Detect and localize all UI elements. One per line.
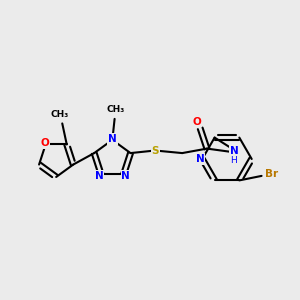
- Text: N: N: [196, 154, 204, 164]
- Text: N: N: [230, 146, 238, 156]
- Text: Br: Br: [265, 169, 278, 179]
- Text: N: N: [122, 171, 130, 181]
- Text: CH₃: CH₃: [106, 105, 125, 114]
- Text: O: O: [40, 138, 49, 148]
- Text: N: N: [94, 171, 103, 181]
- Text: O: O: [192, 117, 201, 127]
- Text: N: N: [108, 134, 117, 144]
- Text: S: S: [152, 146, 159, 156]
- Text: CH₃: CH₃: [51, 110, 69, 119]
- Text: H: H: [230, 157, 237, 166]
